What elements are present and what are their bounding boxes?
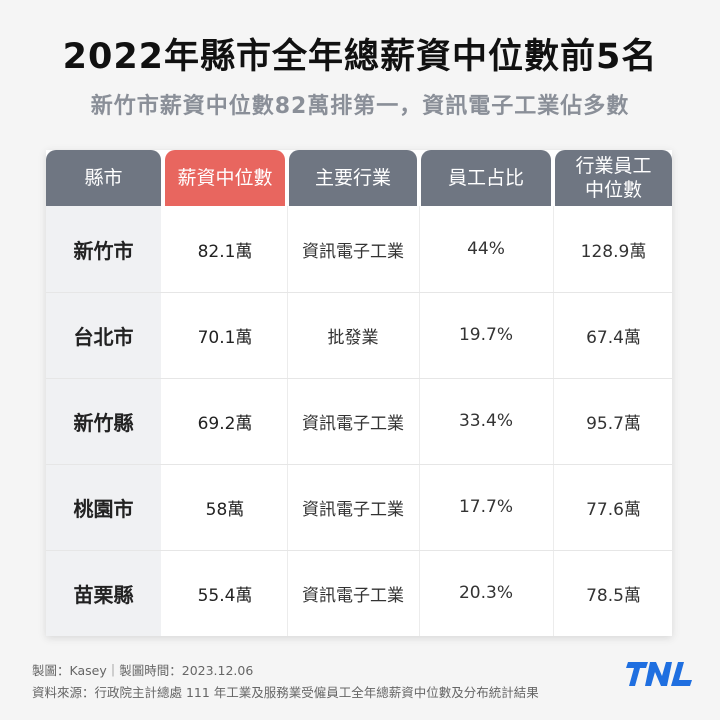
- median-salary-cell: 82.1萬: [197, 241, 253, 262]
- divider: [553, 206, 554, 636]
- city-cell: 新竹縣: [73, 410, 134, 435]
- share-cell: 17.7%: [458, 497, 513, 517]
- industry-median-cell: 77.6萬: [586, 499, 641, 520]
- share-cell: 44%: [467, 239, 505, 259]
- industry-cell: 資訊電子工業: [302, 241, 404, 262]
- page-title: 2022年縣市全年總薪資中位數前5名: [62, 37, 658, 77]
- median-salary-cell: 70.1萬: [197, 327, 253, 348]
- city-column-background: [46, 206, 161, 636]
- header-employee-share: 員工占比: [421, 150, 551, 206]
- median-salary-cell: 55.4萬: [197, 585, 253, 606]
- page-subtitle: 新竹市薪資中位數82萬排第一，資訊電子工業佔多數: [90, 94, 630, 119]
- header-median-salary: 薪資中位數: [165, 150, 285, 206]
- footer-source: 資料來源：行政院主計總處 111 年工業及服務業受僱員工全年總薪資中位數及分布統…: [32, 685, 539, 700]
- row-divider: [46, 292, 672, 293]
- tnl-logo-icon: [626, 662, 692, 686]
- industry-cell: 資訊電子工業: [302, 413, 404, 434]
- salary-table: 縣市 薪資中位數 主要行業 員工占比 行業員工 中位數 新竹市 82.1萬 資訊…: [46, 150, 672, 636]
- city-cell: 苗栗縣: [73, 582, 134, 607]
- industry-median-cell: 67.4萬: [586, 327, 641, 348]
- header-city: 縣市: [46, 150, 161, 206]
- divider: [287, 206, 288, 636]
- row-divider: [46, 378, 672, 379]
- share-cell: 19.7%: [458, 325, 513, 345]
- share-cell: 20.3%: [458, 583, 513, 603]
- industry-cell: 批發業: [327, 327, 379, 348]
- median-salary-cell: 58萬: [205, 499, 245, 520]
- industry-cell: 資訊電子工業: [302, 499, 404, 520]
- median-salary-cell: 69.2萬: [197, 413, 253, 434]
- industry-median-cell: 95.7萬: [586, 413, 641, 434]
- share-cell: 33.4%: [458, 411, 513, 431]
- industry-median-cell: 78.5萬: [586, 585, 641, 606]
- divider: [419, 206, 420, 636]
- industry-cell: 資訊電子工業: [302, 585, 404, 606]
- city-cell: 新竹市: [73, 238, 134, 263]
- city-cell: 台北市: [73, 324, 134, 349]
- city-cell: 桃園市: [73, 496, 134, 521]
- header-main-industry: 主要行業: [289, 150, 417, 206]
- industry-median-cell: 128.9萬: [580, 241, 647, 262]
- header-industry-median: 行業員工 中位數: [555, 150, 672, 206]
- row-divider: [46, 464, 672, 465]
- footer-credit: 製圖：Kasey｜製圖時間：2023.12.06: [32, 663, 254, 678]
- row-divider: [46, 550, 672, 551]
